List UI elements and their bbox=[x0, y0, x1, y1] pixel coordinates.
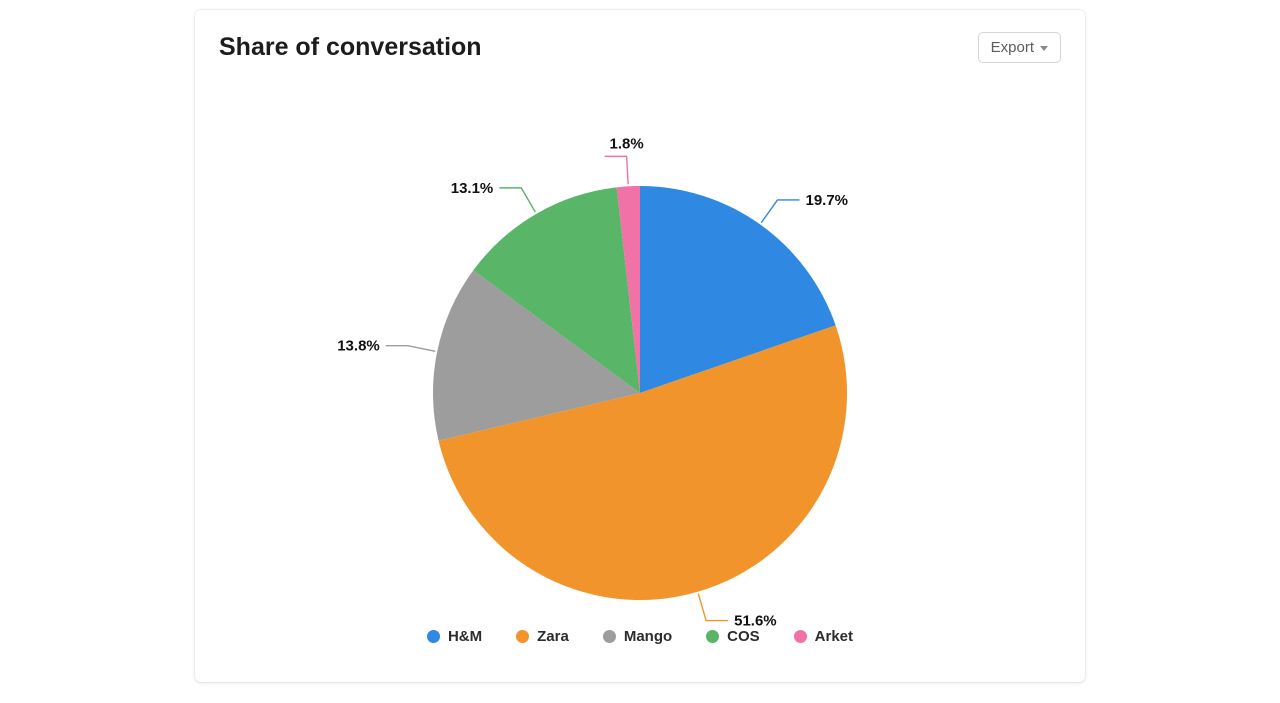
export-button-label: Export bbox=[991, 39, 1034, 56]
chart-legend: H&M Zara Mango COS Arket bbox=[195, 628, 1085, 659]
legend-label: Zara bbox=[537, 628, 569, 645]
legend-dot bbox=[794, 630, 807, 643]
legend-label: COS bbox=[727, 628, 760, 645]
legend-item-h-m[interactable]: H&M bbox=[427, 628, 482, 645]
legend-label: Arket bbox=[815, 628, 853, 645]
pie-chart: 19.7% 51.6% 13.8% 13.1% 1.8% bbox=[195, 73, 1085, 628]
pie-leader bbox=[698, 594, 728, 621]
legend-item-cos[interactable]: COS bbox=[706, 628, 760, 645]
pie-chart-svg: 19.7% 51.6% 13.8% 13.1% 1.8% bbox=[195, 73, 1085, 628]
card-title: Share of conversation bbox=[219, 33, 482, 62]
chart-card: Share of conversation Export 19.7%51.6%1… bbox=[195, 10, 1085, 682]
pie-slice-label: 13.1% bbox=[451, 180, 494, 197]
pie-slice-label: 19.7% bbox=[805, 192, 848, 209]
legend-label: Mango bbox=[624, 628, 672, 645]
export-button[interactable]: Export bbox=[978, 32, 1061, 63]
card-header: Share of conversation Export bbox=[195, 10, 1085, 73]
pie-leader bbox=[386, 346, 435, 352]
pie-slice-label: 1.8% bbox=[610, 135, 644, 152]
legend-dot bbox=[603, 630, 616, 643]
pie-leader bbox=[761, 200, 799, 223]
legend-dot bbox=[516, 630, 529, 643]
pie-slice-label: 13.8% bbox=[337, 338, 380, 355]
legend-item-arket[interactable]: Arket bbox=[794, 628, 853, 645]
legend-dot bbox=[706, 630, 719, 643]
legend-dot bbox=[427, 630, 440, 643]
pie-leader bbox=[499, 188, 535, 212]
legend-label: H&M bbox=[448, 628, 482, 645]
pie-leader bbox=[605, 156, 629, 184]
pie-slice-label: 51.6% bbox=[734, 613, 777, 628]
legend-item-mango[interactable]: Mango bbox=[603, 628, 672, 645]
legend-item-zara[interactable]: Zara bbox=[516, 628, 569, 645]
chevron-down-icon bbox=[1040, 46, 1048, 51]
